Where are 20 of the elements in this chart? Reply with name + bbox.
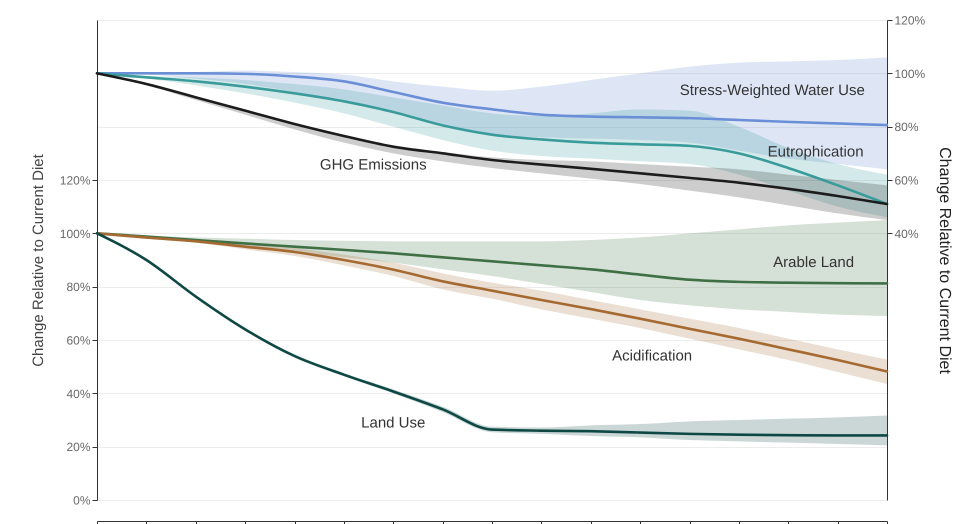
y-axis-title: Change Relative to Current Diet [30,153,47,367]
series-label: Land Use [361,414,426,432]
y2-tick-label: 100% [894,66,926,81]
y2-axis-title: Change Relative to Current Diet [936,147,954,374]
y-tick-label: 100% [60,226,91,241]
y-tick-label: 0% [73,494,91,508]
y-tick-label: 40% [66,386,91,401]
y2-tick-label: 40% [894,226,919,241]
y-tick-label: 80% [66,280,91,294]
y2-tick-label: 80% [894,120,919,134]
series-label: Stress-Weighted Water Use [680,82,865,99]
series-label: GHG Emissions [320,156,427,174]
y-tick-label: 20% [66,440,91,454]
series-label: Eutrophication [768,143,864,160]
y-tick-label: 120% [60,174,91,188]
y2-tick-label: 60% [894,174,919,188]
series-label: Acidification [612,348,692,365]
y2-tick-label: 120% [894,14,926,28]
series-label: Arable Land [773,254,854,272]
y-tick-label: 60% [66,334,91,348]
